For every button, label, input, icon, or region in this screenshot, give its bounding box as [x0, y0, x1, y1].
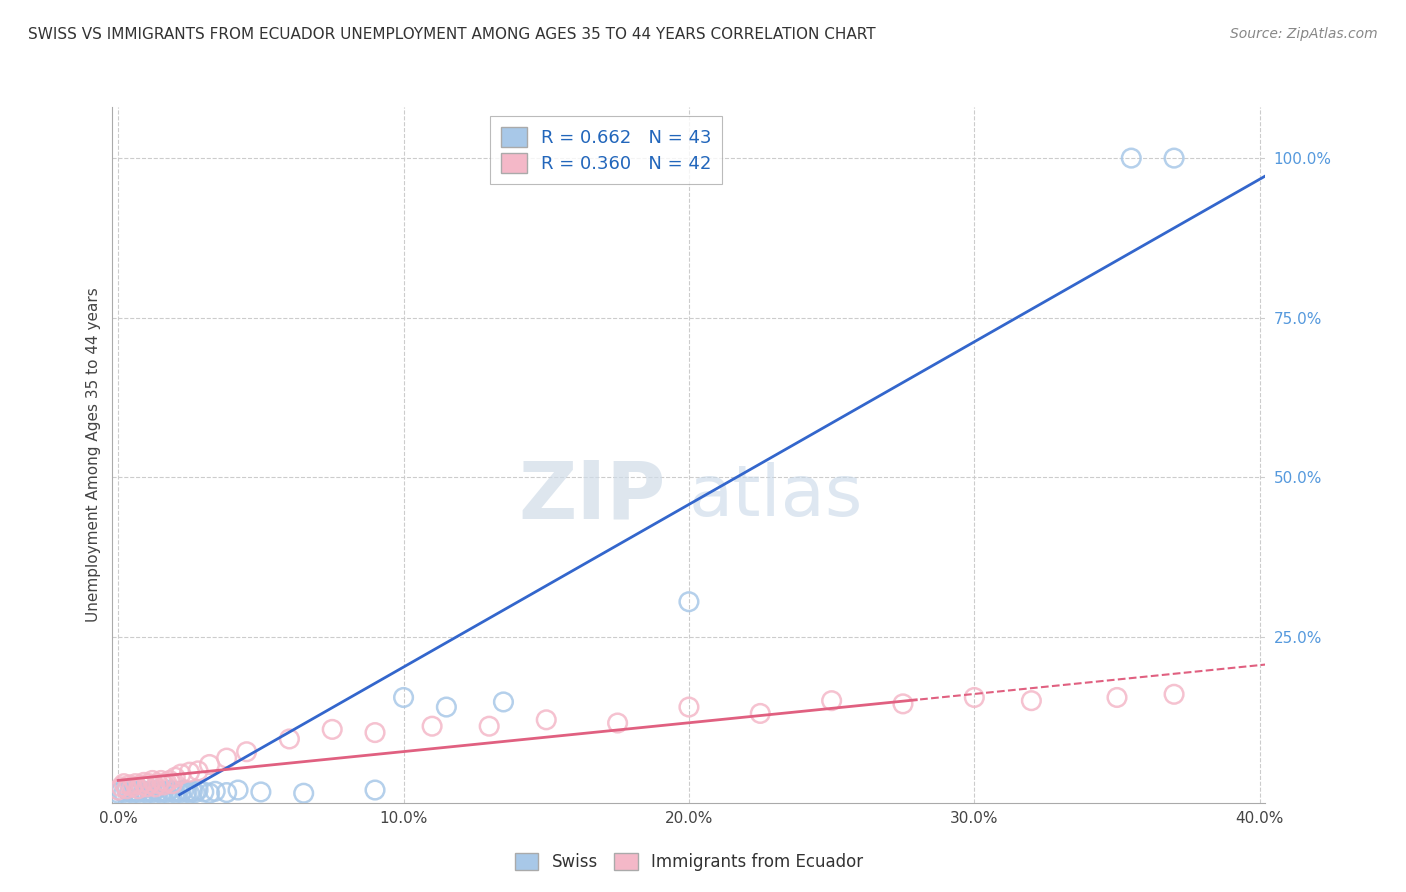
Point — [124, 784, 146, 798]
Point — [159, 783, 181, 797]
Point — [146, 785, 169, 799]
Y-axis label: Unemployment Among Ages 35 to 44 years: Unemployment Among Ages 35 to 44 years — [86, 287, 101, 623]
Point — [364, 725, 387, 739]
Point — [1105, 690, 1128, 705]
Point — [146, 777, 169, 791]
Point — [179, 765, 201, 780]
Point — [173, 783, 195, 797]
Point — [165, 786, 187, 800]
Point — [110, 784, 132, 798]
Point — [138, 777, 160, 791]
Point — [143, 780, 166, 794]
Point — [153, 778, 176, 792]
Point — [184, 786, 207, 800]
Point — [124, 777, 146, 791]
Point — [235, 745, 257, 759]
Point — [179, 786, 201, 800]
Point — [278, 731, 301, 746]
Point — [226, 783, 249, 797]
Point — [167, 784, 190, 798]
Point — [115, 781, 138, 796]
Point — [170, 786, 193, 800]
Point — [198, 786, 221, 800]
Point — [820, 694, 842, 708]
Point — [150, 773, 173, 788]
Point — [1121, 151, 1143, 165]
Point — [176, 785, 198, 799]
Point — [165, 770, 187, 784]
Point — [420, 719, 443, 733]
Point — [215, 786, 238, 800]
Point — [536, 713, 558, 727]
Point — [159, 773, 181, 788]
Point — [606, 716, 628, 731]
Point — [153, 784, 176, 798]
Point — [193, 785, 215, 799]
Point — [963, 690, 986, 705]
Point — [215, 751, 238, 765]
Point — [478, 719, 501, 733]
Point — [162, 777, 184, 791]
Point — [292, 786, 315, 800]
Point — [321, 723, 343, 737]
Point — [112, 777, 135, 791]
Point — [1021, 694, 1043, 708]
Point — [110, 780, 132, 794]
Point — [141, 773, 163, 788]
Point — [107, 783, 129, 797]
Point — [678, 595, 700, 609]
Point — [162, 785, 184, 799]
Point — [1163, 151, 1185, 165]
Point — [107, 786, 129, 800]
Point — [187, 764, 209, 778]
Point — [135, 780, 157, 794]
Point — [132, 775, 155, 789]
Legend: Swiss, Immigrants from Ecuador: Swiss, Immigrants from Ecuador — [508, 847, 870, 878]
Point — [250, 785, 273, 799]
Point — [170, 767, 193, 781]
Text: SWISS VS IMMIGRANTS FROM ECUADOR UNEMPLOYMENT AMONG AGES 35 TO 44 YEARS CORRELAT: SWISS VS IMMIGRANTS FROM ECUADOR UNEMPLO… — [28, 27, 876, 42]
Point — [198, 757, 221, 772]
Text: Source: ZipAtlas.com: Source: ZipAtlas.com — [1230, 27, 1378, 41]
Text: atlas: atlas — [689, 462, 863, 531]
Point — [156, 786, 179, 800]
Point — [143, 783, 166, 797]
Point — [127, 786, 149, 800]
Point — [118, 778, 141, 792]
Point — [749, 706, 772, 721]
Point — [118, 785, 141, 799]
Point — [156, 775, 179, 789]
Point — [392, 690, 415, 705]
Point — [112, 786, 135, 800]
Point — [135, 786, 157, 800]
Point — [1163, 687, 1185, 701]
Point — [129, 778, 152, 792]
Point — [127, 781, 149, 796]
Point — [129, 783, 152, 797]
Point — [181, 784, 204, 798]
Text: ZIP: ZIP — [519, 458, 666, 536]
Point — [121, 786, 143, 800]
Point — [204, 784, 226, 798]
Point — [132, 785, 155, 799]
Point — [434, 700, 457, 714]
Point — [492, 695, 515, 709]
Point — [678, 700, 700, 714]
Point — [121, 780, 143, 794]
Point — [150, 786, 173, 800]
Point — [141, 786, 163, 800]
Point — [891, 697, 914, 711]
Point — [115, 783, 138, 797]
Point — [187, 783, 209, 797]
Point — [138, 784, 160, 798]
Point — [364, 783, 387, 797]
